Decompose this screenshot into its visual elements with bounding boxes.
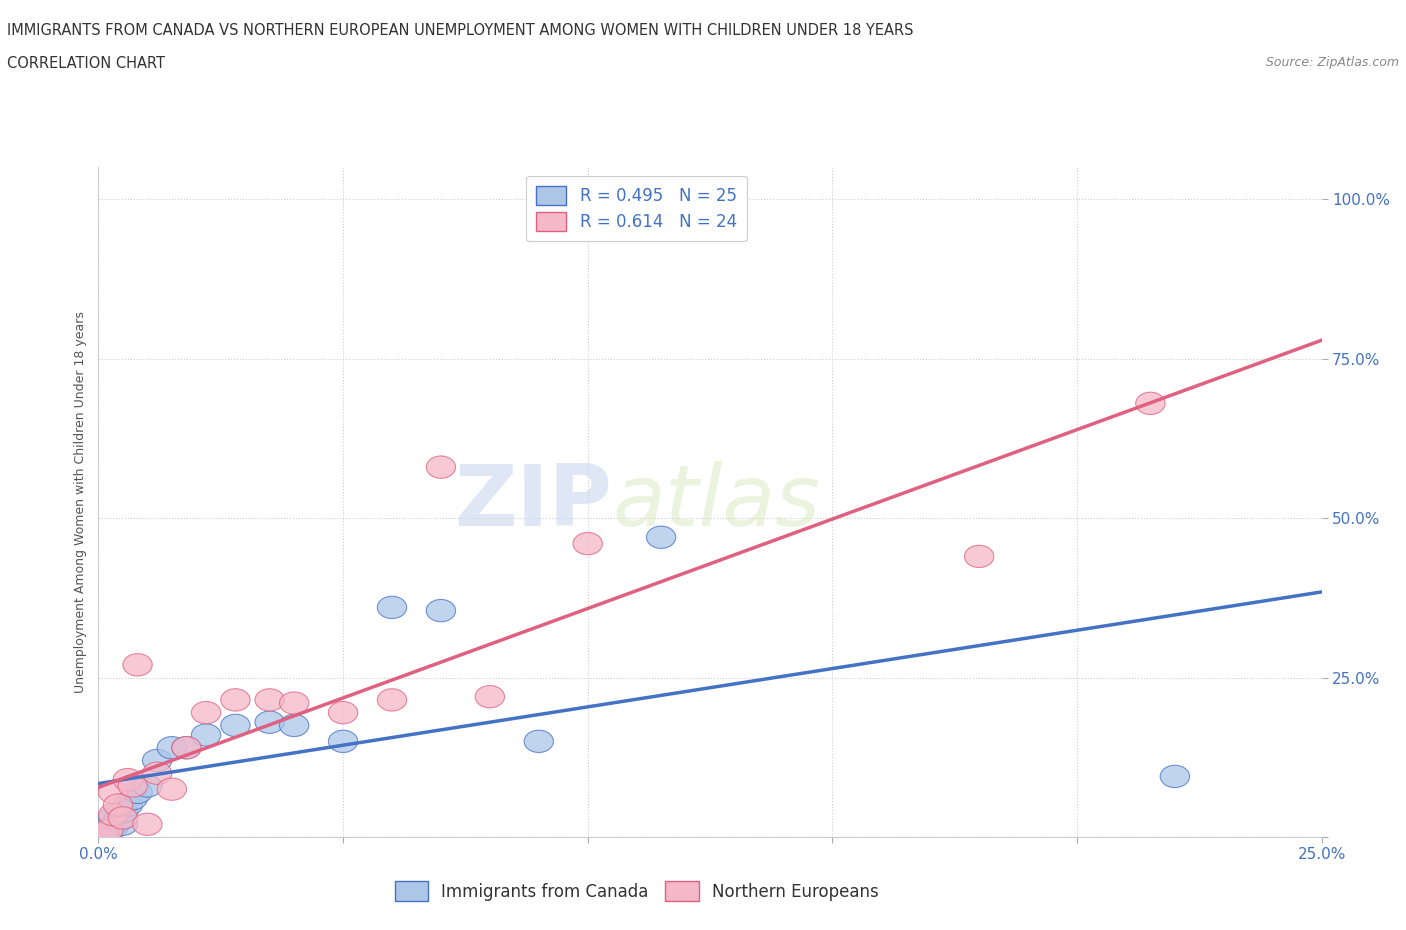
Ellipse shape — [112, 794, 142, 817]
Ellipse shape — [98, 817, 128, 839]
Ellipse shape — [132, 813, 162, 835]
Ellipse shape — [191, 701, 221, 724]
Text: Source: ZipAtlas.com: Source: ZipAtlas.com — [1265, 56, 1399, 69]
Text: atlas: atlas — [612, 460, 820, 544]
Ellipse shape — [172, 737, 201, 759]
Ellipse shape — [329, 730, 357, 752]
Ellipse shape — [254, 689, 284, 711]
Ellipse shape — [1160, 765, 1189, 788]
Ellipse shape — [112, 768, 142, 790]
Ellipse shape — [94, 819, 122, 842]
Ellipse shape — [132, 775, 162, 797]
Ellipse shape — [329, 701, 357, 724]
Ellipse shape — [647, 526, 676, 549]
Ellipse shape — [377, 689, 406, 711]
Ellipse shape — [574, 533, 602, 555]
Ellipse shape — [280, 714, 309, 737]
Ellipse shape — [142, 750, 172, 772]
Ellipse shape — [157, 778, 187, 801]
Y-axis label: Unemployment Among Women with Children Under 18 years: Unemployment Among Women with Children U… — [75, 312, 87, 693]
Ellipse shape — [280, 692, 309, 714]
Ellipse shape — [254, 711, 284, 734]
Ellipse shape — [157, 737, 187, 759]
Ellipse shape — [94, 813, 122, 835]
Ellipse shape — [89, 823, 118, 845]
Ellipse shape — [118, 775, 148, 797]
Ellipse shape — [191, 724, 221, 746]
Ellipse shape — [221, 714, 250, 737]
Legend: Immigrants from Canada, Northern Europeans: Immigrants from Canada, Northern Europea… — [387, 873, 887, 909]
Ellipse shape — [94, 819, 122, 842]
Ellipse shape — [524, 730, 554, 752]
Ellipse shape — [426, 600, 456, 622]
Ellipse shape — [377, 596, 406, 618]
Ellipse shape — [118, 788, 148, 810]
Ellipse shape — [172, 737, 201, 759]
Ellipse shape — [1136, 392, 1166, 415]
Ellipse shape — [426, 456, 456, 478]
Text: IMMIGRANTS FROM CANADA VS NORTHERN EUROPEAN UNEMPLOYMENT AMONG WOMEN WITH CHILDR: IMMIGRANTS FROM CANADA VS NORTHERN EUROP… — [7, 23, 914, 38]
Text: ZIP: ZIP — [454, 460, 612, 544]
Ellipse shape — [221, 689, 250, 711]
Ellipse shape — [108, 801, 138, 823]
Ellipse shape — [98, 806, 128, 829]
Ellipse shape — [122, 654, 152, 676]
Ellipse shape — [122, 781, 152, 804]
Text: CORRELATION CHART: CORRELATION CHART — [7, 56, 165, 71]
Ellipse shape — [89, 823, 118, 845]
Ellipse shape — [108, 813, 138, 835]
Ellipse shape — [475, 685, 505, 708]
Ellipse shape — [108, 806, 138, 829]
Ellipse shape — [142, 762, 172, 784]
Ellipse shape — [965, 545, 994, 567]
Ellipse shape — [98, 804, 128, 826]
Ellipse shape — [103, 794, 132, 817]
Ellipse shape — [98, 781, 128, 804]
Ellipse shape — [103, 810, 132, 832]
